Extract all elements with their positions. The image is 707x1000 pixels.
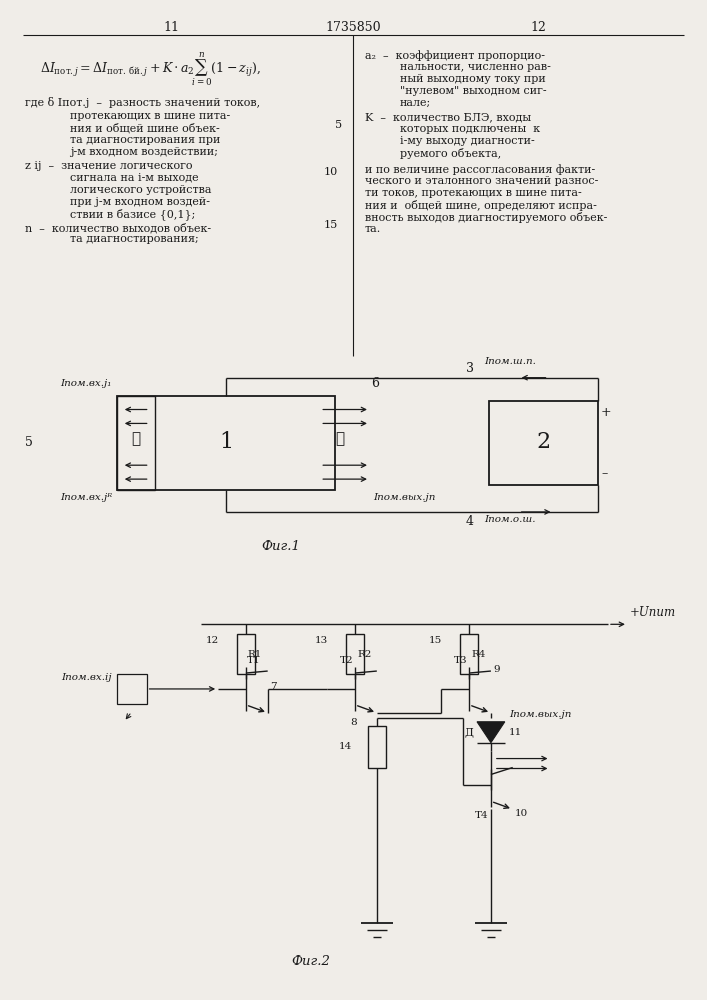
Text: R4: R4 [471, 650, 486, 659]
Text: R2: R2 [357, 650, 371, 659]
Text: Iпом.вых.jn: Iпом.вых.jn [509, 710, 571, 719]
Text: та диагностирования при: та диагностирования при [70, 135, 221, 145]
Text: 10: 10 [515, 809, 528, 818]
Polygon shape [477, 722, 505, 743]
Text: ⋮: ⋮ [132, 432, 140, 446]
Text: 5: 5 [335, 120, 342, 130]
Text: ческого и эталонного значений разнос-: ческого и эталонного значений разнос- [365, 176, 598, 186]
Text: вность выходов диагностируемого объек-: вность выходов диагностируемого объек- [365, 212, 607, 223]
Text: сигнала на i-м выходе: сигнала на i-м выходе [70, 173, 199, 183]
Text: +Uпит: +Uпит [630, 606, 676, 619]
Text: z ij  –  значение логического: z ij – значение логического [25, 161, 192, 171]
Text: где δ Iпот.j  –  разность значений токов,: где δ Iпот.j – разность значений токов, [25, 97, 259, 108]
Text: 1: 1 [219, 431, 233, 453]
Text: 15: 15 [324, 220, 338, 230]
Text: 4: 4 [466, 515, 474, 528]
Text: 2: 2 [537, 431, 551, 453]
Text: при j-м входном воздей-: при j-м входном воздей- [70, 197, 210, 207]
Text: та.: та. [365, 224, 381, 234]
Bar [460, 634, 478, 674]
Text: та диагностирования;: та диагностирования; [70, 234, 199, 244]
Text: Iпом.ш.п.: Iпом.ш.п. [484, 357, 536, 366]
Text: Фиг.2: Фиг.2 [291, 955, 329, 968]
Text: 10: 10 [324, 167, 338, 177]
Text: и по величине рассогласования факти-: и по величине рассогласования факти- [365, 164, 595, 175]
Text: a₂  –  коэффициент пропорцио-: a₂ – коэффициент пропорцио- [365, 51, 545, 61]
Text: протекающих в шине пита-: протекающих в шине пита- [70, 111, 230, 121]
Text: 12: 12 [530, 21, 547, 34]
Text: ствии в базисе {0,1};: ствии в базисе {0,1}; [70, 209, 196, 220]
Text: 12: 12 [206, 636, 219, 645]
Text: 8: 8 [351, 718, 357, 727]
Text: 14: 14 [339, 742, 352, 751]
Text: руемого объекта,: руемого объекта, [399, 148, 501, 159]
Text: 11: 11 [509, 728, 522, 737]
Bar [489, 401, 598, 485]
Text: 9: 9 [493, 665, 500, 674]
Text: Iпом.вх.ij: Iпом.вх.ij [62, 673, 112, 682]
Text: ния и  общей шине, определяют испра-: ния и общей шине, определяют испра- [365, 200, 597, 211]
Text: 7: 7 [269, 682, 276, 691]
Bar [117, 674, 146, 704]
Text: ния и общей шине объек-: ния и общей шине объек- [70, 123, 220, 134]
Text: Iпом.вых.jn: Iпом.вых.jn [373, 493, 436, 502]
Text: 13: 13 [315, 636, 328, 645]
Text: ный выходному току при: ный выходному току при [399, 74, 545, 84]
Text: j-м входном воздействии;: j-м входном воздействии; [70, 147, 218, 157]
Text: 5: 5 [25, 436, 33, 449]
Text: T2: T2 [339, 656, 353, 665]
Bar [117, 396, 335, 490]
Text: 11: 11 [163, 21, 180, 34]
Text: Фиг.1: Фиг.1 [261, 540, 300, 553]
Text: Iпом.вх.jᴿ: Iпом.вх.jᴿ [60, 493, 112, 502]
Bar [237, 634, 255, 674]
Text: n  –  количество выходов объек-: n – количество выходов объек- [25, 223, 211, 233]
Text: T1: T1 [247, 656, 260, 665]
Text: "нулевом" выходном сиг-: "нулевом" выходном сиг- [399, 86, 547, 96]
Text: Iпом.вх.j₁: Iпом.вх.j₁ [61, 379, 112, 388]
Text: Iпом.о.ш.: Iпом.о.ш. [484, 515, 535, 524]
Text: ⋮: ⋮ [336, 432, 345, 446]
Text: K  –  количество БЛЭ, входы: K – количество БЛЭ, входы [365, 112, 531, 122]
Text: 6: 6 [371, 377, 379, 390]
Text: T3: T3 [453, 656, 467, 665]
Text: ти токов, протекающих в шине пита-: ти токов, протекающих в шине пита- [365, 188, 582, 198]
Bar [346, 634, 364, 674]
Text: 3: 3 [466, 362, 474, 375]
Text: Д: Д [464, 727, 473, 737]
Text: $\Delta I_{\mathrm{пот.}j} = \Delta I_{\mathrm{пот.\,бй.}j} + K \cdot a_2\!\sum_: $\Delta I_{\mathrm{пот.}j} = \Delta I_{\… [40, 51, 262, 88]
Text: 15: 15 [429, 636, 443, 645]
Text: логического устройства: логического устройства [70, 185, 211, 195]
Bar [368, 726, 386, 768]
Text: нальности, численно рав-: нальности, численно рав- [399, 62, 551, 72]
Text: T4: T4 [475, 811, 489, 820]
Bar [117, 396, 155, 490]
Text: которых подключены  к: которых подключены к [399, 124, 539, 134]
Text: i-му выходу диагности-: i-му выходу диагности- [399, 136, 534, 146]
Text: 1735850: 1735850 [325, 21, 381, 34]
Text: нале;: нале; [399, 98, 431, 108]
Text: +: + [601, 406, 612, 419]
Text: –: – [601, 467, 607, 480]
Text: R1: R1 [248, 650, 262, 659]
